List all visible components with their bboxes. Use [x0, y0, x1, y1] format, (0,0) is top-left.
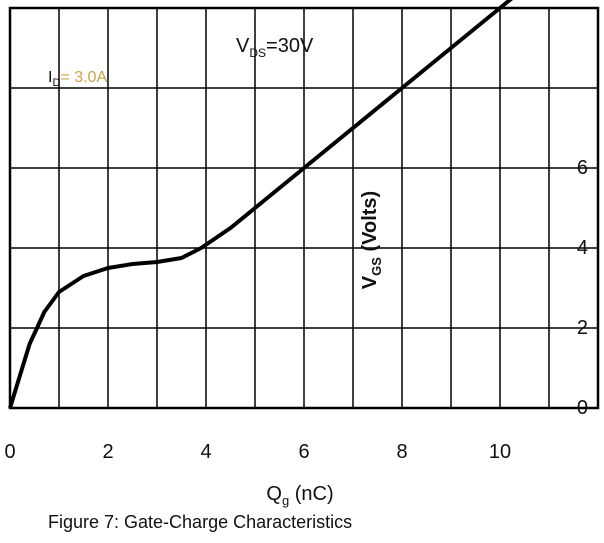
x-tick-label: 2 — [102, 441, 113, 463]
x-tick-label: 10 — [489, 441, 511, 463]
tick-labels: 0 2 4 6 8 10 0 2 4 6 — [4, 157, 588, 463]
x-axis-label: Qg (nC) — [266, 483, 333, 508]
y-axis-label: VGS (Volts) — [359, 191, 384, 289]
figure-title: Figure 7: Gate-Charge Characteristics — [48, 512, 352, 532]
series-line — [8, 0, 513, 409]
x-tick-label: 0 — [4, 441, 15, 463]
vds-annotation: VDS=30V — [236, 35, 314, 60]
grid — [9, 7, 599, 409]
y-tick-label: 2 — [577, 317, 588, 339]
id-annotation: ID= 3.0A — [48, 69, 107, 89]
x-tick-label: 6 — [298, 441, 309, 463]
series-group — [8, 0, 513, 409]
axes — [8, 6, 600, 410]
plot-frame — [8, 6, 600, 410]
x-tick-label: 4 — [200, 441, 211, 463]
y-tick-label: 6 — [577, 157, 588, 179]
x-tick-label: 8 — [396, 441, 407, 463]
y-tick-label: 4 — [577, 237, 588, 259]
y-tick-label: 0 — [577, 397, 588, 419]
